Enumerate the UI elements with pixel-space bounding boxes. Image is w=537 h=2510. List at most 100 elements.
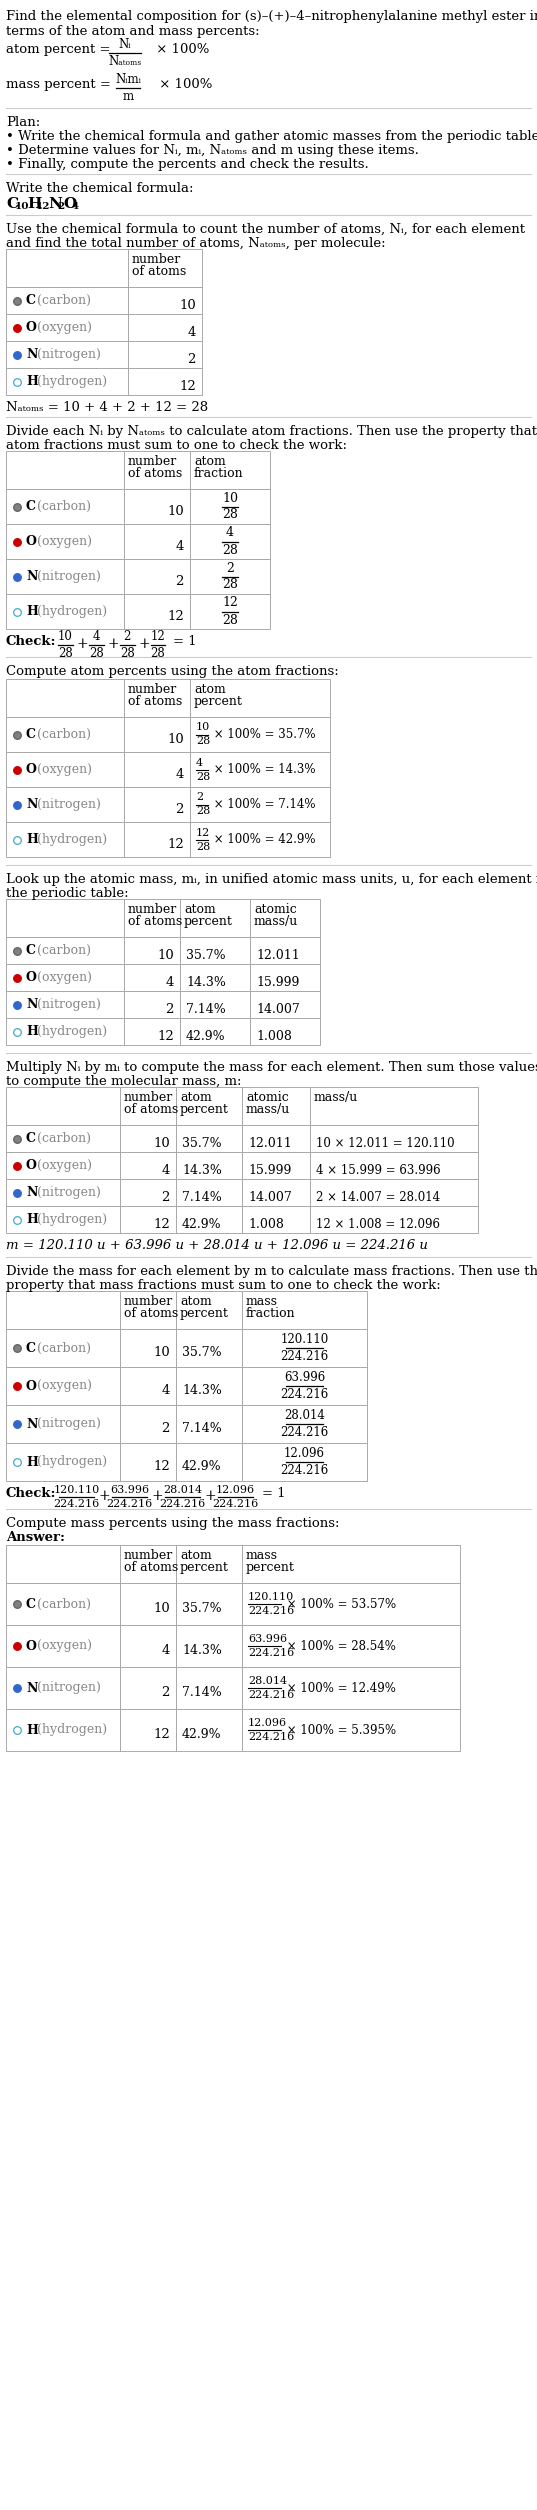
Text: = 1: = 1 xyxy=(262,1486,285,1501)
Text: (oxygen): (oxygen) xyxy=(33,971,92,984)
Text: 12: 12 xyxy=(196,828,211,838)
Text: N: N xyxy=(26,349,38,361)
Text: (oxygen): (oxygen) xyxy=(33,1380,92,1393)
Bar xyxy=(6,1290,120,1328)
Text: mass: mass xyxy=(246,1295,278,1308)
Text: +: + xyxy=(77,638,89,650)
Text: N: N xyxy=(26,999,38,1012)
Text: 2: 2 xyxy=(162,1687,170,1699)
Bar xyxy=(124,560,190,595)
Text: 12: 12 xyxy=(222,597,238,610)
Text: • Finally, compute the percents and check the results.: • Finally, compute the percents and chec… xyxy=(6,158,369,171)
Bar xyxy=(120,1180,176,1205)
Text: terms of the atom and mass percents:: terms of the atom and mass percents: xyxy=(6,25,259,38)
Text: 7.14%: 7.14% xyxy=(186,1004,226,1017)
Bar xyxy=(242,1406,367,1443)
Text: +: + xyxy=(205,1488,216,1503)
Text: 10: 10 xyxy=(196,723,211,733)
Text: C: C xyxy=(26,728,36,740)
Text: 14.007: 14.007 xyxy=(256,1004,300,1017)
Text: percent: percent xyxy=(180,1308,229,1320)
Bar xyxy=(176,1709,242,1752)
Bar xyxy=(124,489,190,525)
Text: m: m xyxy=(122,90,134,103)
Text: (oxygen): (oxygen) xyxy=(33,1160,92,1172)
Bar xyxy=(250,1019,320,1044)
Text: 12: 12 xyxy=(179,379,196,394)
Bar xyxy=(6,248,128,286)
Text: atom percent =: atom percent = xyxy=(6,43,115,55)
Bar xyxy=(128,314,202,341)
Text: × 100% = 12.49%: × 100% = 12.49% xyxy=(283,1682,396,1694)
Text: 12.011: 12.011 xyxy=(256,949,300,961)
Text: percent: percent xyxy=(246,1561,295,1574)
Bar xyxy=(242,1624,460,1667)
Text: 28.014: 28.014 xyxy=(163,1486,202,1496)
Text: 10: 10 xyxy=(153,1601,170,1616)
Text: 10: 10 xyxy=(167,505,184,517)
Text: percent: percent xyxy=(180,1561,229,1574)
Text: +: + xyxy=(108,638,119,650)
Text: 2: 2 xyxy=(176,803,184,816)
Text: m = 120.110 u + 63.996 u + 28.014 u + 12.096 u = 224.216 u: m = 120.110 u + 63.996 u + 28.014 u + 12… xyxy=(6,1240,428,1252)
Bar xyxy=(124,788,190,821)
Text: 12.011: 12.011 xyxy=(248,1137,292,1150)
Bar xyxy=(124,821,190,856)
Bar xyxy=(6,1205,120,1232)
Text: 15.999: 15.999 xyxy=(256,976,299,989)
Text: C: C xyxy=(26,1340,36,1355)
Text: (hydrogen): (hydrogen) xyxy=(33,1724,107,1737)
Text: number: number xyxy=(124,1549,173,1561)
Bar xyxy=(242,1290,367,1328)
Bar xyxy=(242,1328,367,1368)
Text: atom: atom xyxy=(180,1549,212,1561)
Bar xyxy=(190,489,270,525)
Text: 2: 2 xyxy=(162,1192,170,1205)
Text: 120.110: 120.110 xyxy=(248,1591,294,1601)
Text: (nitrogen): (nitrogen) xyxy=(33,1682,101,1694)
Bar xyxy=(176,1205,242,1232)
Text: number: number xyxy=(132,254,182,266)
Text: H: H xyxy=(26,1024,38,1039)
Text: +: + xyxy=(152,1488,163,1503)
Text: 2: 2 xyxy=(57,201,64,211)
Bar xyxy=(120,1406,176,1443)
Text: H: H xyxy=(27,196,41,211)
Text: percent: percent xyxy=(194,695,243,708)
Text: 4 × 15.999 = 63.996: 4 × 15.999 = 63.996 xyxy=(316,1165,441,1177)
Text: number: number xyxy=(124,1295,173,1308)
Text: Nᵢ: Nᵢ xyxy=(119,38,131,50)
Text: 224.216: 224.216 xyxy=(248,1649,294,1659)
Text: × 100% = 53.57%: × 100% = 53.57% xyxy=(283,1596,396,1611)
Bar xyxy=(6,1180,120,1205)
Text: 224.216: 224.216 xyxy=(248,1606,294,1616)
Bar xyxy=(6,369,128,394)
Bar xyxy=(180,1019,250,1044)
Bar xyxy=(176,1406,242,1443)
Text: 4: 4 xyxy=(176,768,184,781)
Bar xyxy=(6,991,124,1019)
Text: H: H xyxy=(26,605,38,617)
Bar xyxy=(190,788,330,821)
Bar xyxy=(128,248,202,286)
Bar xyxy=(6,788,124,821)
Bar xyxy=(6,452,124,489)
Text: C: C xyxy=(6,196,18,211)
Text: property that mass fractions must sum to one to check the work:: property that mass fractions must sum to… xyxy=(6,1280,441,1293)
Text: O: O xyxy=(26,971,37,984)
Text: 28: 28 xyxy=(222,577,238,592)
Text: Check:: Check: xyxy=(6,1486,56,1501)
Bar xyxy=(242,1546,460,1584)
Text: N: N xyxy=(26,1682,38,1694)
Bar xyxy=(128,341,202,369)
Text: 35.7%: 35.7% xyxy=(186,949,226,961)
Text: N: N xyxy=(26,798,38,811)
Text: mass/u: mass/u xyxy=(254,916,298,929)
Text: 4: 4 xyxy=(162,1386,170,1398)
Text: 28: 28 xyxy=(222,545,238,557)
Text: of atoms: of atoms xyxy=(124,1308,178,1320)
Text: × 100% = 28.54%: × 100% = 28.54% xyxy=(283,1639,396,1652)
Text: atom: atom xyxy=(184,904,216,916)
Text: the periodic table:: the periodic table: xyxy=(6,886,129,901)
Text: 28.014: 28.014 xyxy=(284,1408,325,1423)
